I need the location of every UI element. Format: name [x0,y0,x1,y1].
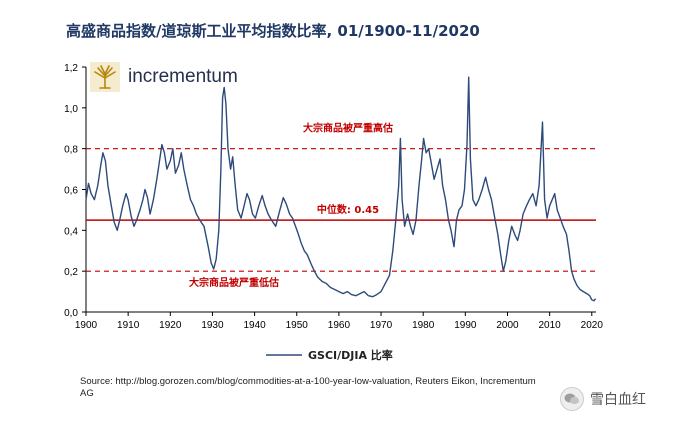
reference-label: 大宗商品被严重高估 [303,122,393,135]
reference-label: 中位数: 0.45 [317,203,379,216]
x-tick-label: 1970 [370,320,393,331]
x-tick-label: 2020 [581,320,604,331]
x-tick-label: 1920 [159,320,182,331]
source-note: Source: http://blog.gorozen.com/blog/com… [80,376,536,399]
legend: GSCI/DJIA 比率 [266,348,393,362]
watermark: 雪白血红 [560,387,646,411]
series-line [85,76,597,302]
reference-label: 大宗商品被严重低估 [189,276,279,289]
incrementum-logo: incrementum [90,62,238,92]
x-tick-label: 1940 [243,320,266,331]
y-tick-label: 0,4 [64,226,78,237]
x-tick-label: 1990 [454,320,477,331]
y-tick-label: 0,2 [64,267,78,278]
x-tick-label: 1960 [328,320,351,331]
x-tick-label: 1910 [117,320,140,331]
tree-logo-icon [90,62,120,92]
logo-text: incrementum [128,66,238,87]
x-tick-label: 2010 [539,320,562,331]
y-tick-label: 1,2 [64,63,78,74]
x-tick-label: 1950 [286,320,309,331]
x-tick-label: 1900 [75,320,98,331]
y-tick-label: 1,0 [64,104,78,115]
y-tick-label: 0,8 [64,145,78,156]
series-layer [85,76,597,302]
chart-title: 高盛商品指数/道琼斯工业平均指数比率, 01/1900-11/2020 [66,22,480,40]
axes: 0,0 0,2 0,4 0,6 0,8 1,0 1,2 1900 1910 1920 1930 194… [64,63,603,331]
wechat-icon [560,387,584,411]
legend-label: GSCI/DJIA 比率 [308,348,393,362]
x-tick-label: 1930 [201,320,224,331]
x-tick-label: 2000 [496,320,519,331]
y-tick-label: 0,6 [64,186,78,197]
y-tick-label: 0,0 [64,308,78,319]
x-tick-label: 1980 [412,320,435,331]
watermark-text: 雪白血红 [590,392,646,408]
